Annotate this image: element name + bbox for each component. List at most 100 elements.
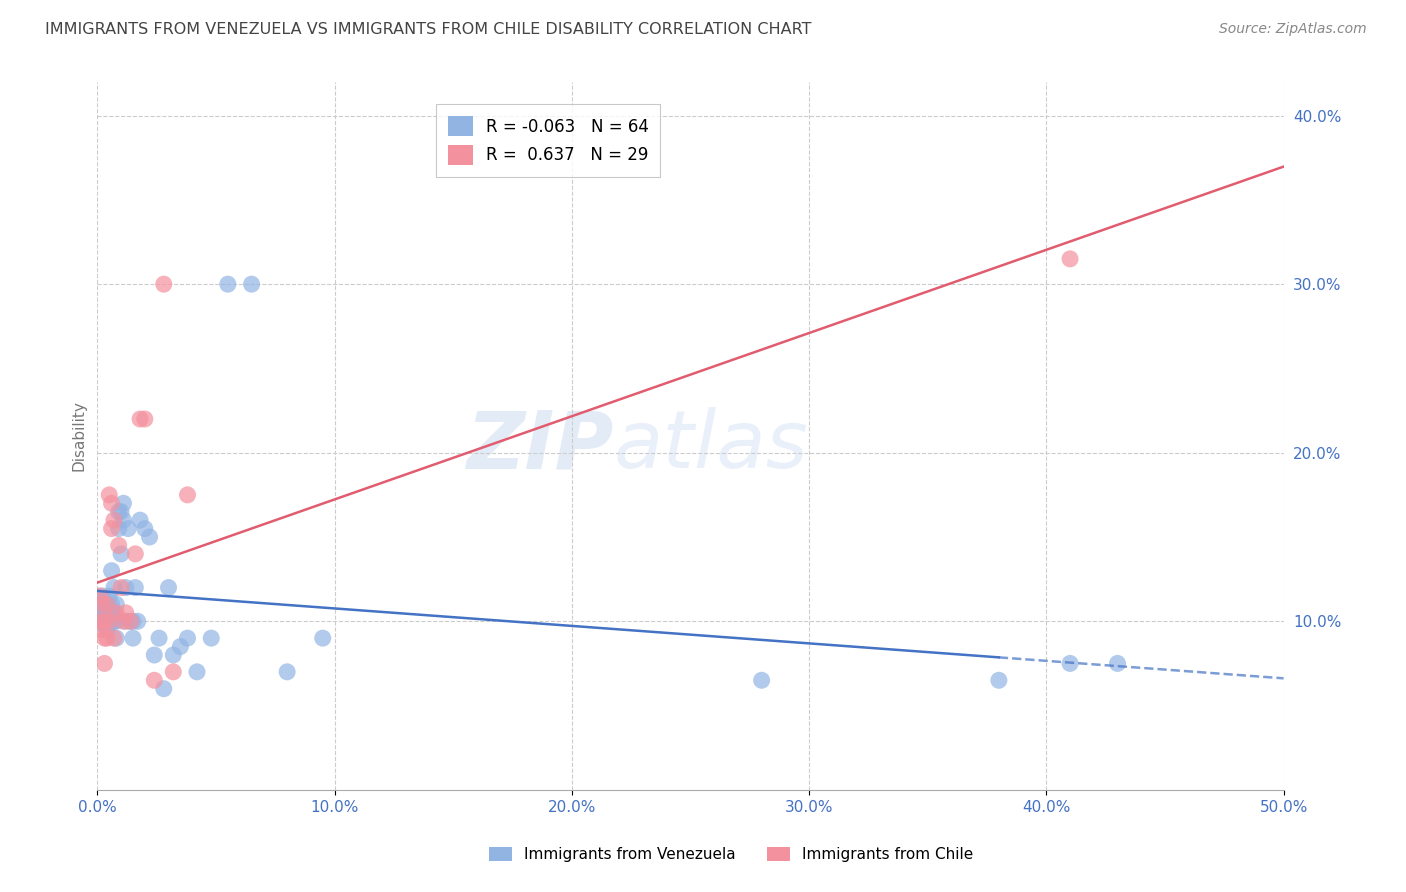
Point bbox=[169, 640, 191, 654]
Point bbox=[107, 522, 129, 536]
Point bbox=[134, 412, 156, 426]
Point bbox=[112, 513, 135, 527]
Point bbox=[217, 277, 239, 292]
Point bbox=[105, 631, 128, 645]
Point bbox=[100, 496, 122, 510]
Point bbox=[276, 665, 298, 679]
Point bbox=[91, 598, 114, 612]
Point bbox=[122, 631, 145, 645]
Point bbox=[93, 631, 115, 645]
Text: IMMIGRANTS FROM VENEZUELA VS IMMIGRANTS FROM CHILE DISABILITY CORRELATION CHART: IMMIGRANTS FROM VENEZUELA VS IMMIGRANTS … bbox=[45, 22, 811, 37]
Point bbox=[93, 615, 115, 629]
Point bbox=[162, 665, 184, 679]
Point bbox=[112, 615, 135, 629]
Point bbox=[100, 564, 122, 578]
Point bbox=[134, 522, 156, 536]
Point bbox=[114, 615, 136, 629]
Point bbox=[162, 648, 184, 662]
Point bbox=[98, 615, 121, 629]
Legend: R = -0.063   N = 64, R =  0.637   N = 29: R = -0.063 N = 64, R = 0.637 N = 29 bbox=[436, 104, 661, 177]
Point bbox=[240, 277, 263, 292]
Text: Source: ZipAtlas.com: Source: ZipAtlas.com bbox=[1219, 22, 1367, 37]
Point bbox=[93, 606, 115, 620]
Point bbox=[1107, 657, 1129, 671]
Point bbox=[103, 581, 125, 595]
Point bbox=[107, 505, 129, 519]
Point bbox=[110, 581, 132, 595]
Point bbox=[157, 581, 180, 595]
Point bbox=[93, 617, 115, 632]
Point bbox=[103, 513, 125, 527]
Point bbox=[91, 615, 114, 629]
Point bbox=[107, 538, 129, 552]
Point bbox=[98, 589, 121, 603]
Point bbox=[1059, 657, 1081, 671]
Point bbox=[143, 673, 166, 688]
Point bbox=[200, 631, 222, 645]
Point bbox=[96, 615, 118, 629]
Point bbox=[120, 615, 142, 629]
Point bbox=[176, 488, 198, 502]
Point bbox=[124, 581, 146, 595]
Point bbox=[89, 598, 111, 612]
Point bbox=[93, 600, 115, 615]
Point bbox=[89, 600, 111, 615]
Point bbox=[122, 615, 145, 629]
Point bbox=[105, 606, 128, 620]
Point bbox=[112, 496, 135, 510]
Point bbox=[91, 623, 114, 637]
Point bbox=[987, 673, 1010, 688]
Point bbox=[127, 615, 149, 629]
Point bbox=[110, 505, 132, 519]
Point bbox=[89, 589, 111, 603]
Point bbox=[89, 615, 111, 629]
Point bbox=[124, 547, 146, 561]
Point bbox=[100, 522, 122, 536]
Point bbox=[312, 631, 335, 645]
Point bbox=[93, 594, 115, 608]
Point bbox=[96, 623, 118, 637]
Point bbox=[100, 598, 122, 612]
Point bbox=[91, 589, 114, 603]
Point bbox=[114, 581, 136, 595]
Point bbox=[103, 631, 125, 645]
Point bbox=[129, 412, 152, 426]
Point bbox=[114, 606, 136, 620]
Y-axis label: Disability: Disability bbox=[72, 401, 86, 471]
Point bbox=[98, 617, 121, 632]
Point bbox=[98, 600, 121, 615]
Point bbox=[152, 277, 174, 292]
Legend: Immigrants from Venezuela, Immigrants from Chile: Immigrants from Venezuela, Immigrants fr… bbox=[484, 841, 979, 868]
Point bbox=[176, 631, 198, 645]
Point bbox=[148, 631, 170, 645]
Point bbox=[186, 665, 208, 679]
Point bbox=[103, 615, 125, 629]
Point bbox=[143, 648, 166, 662]
Point bbox=[98, 615, 121, 629]
Text: ZIP: ZIP bbox=[465, 408, 613, 485]
Point bbox=[110, 547, 132, 561]
Point bbox=[100, 615, 122, 629]
Point bbox=[100, 606, 122, 620]
Point bbox=[105, 615, 128, 629]
Point bbox=[96, 631, 118, 645]
Point bbox=[98, 488, 121, 502]
Point bbox=[89, 591, 111, 605]
Text: atlas: atlas bbox=[613, 408, 808, 485]
Point bbox=[129, 513, 152, 527]
Point bbox=[93, 657, 115, 671]
Point bbox=[91, 606, 114, 620]
Point bbox=[93, 615, 115, 629]
Point bbox=[96, 598, 118, 612]
Point bbox=[91, 598, 114, 612]
Point bbox=[96, 606, 118, 620]
Point bbox=[96, 598, 118, 612]
Point bbox=[152, 681, 174, 696]
Point bbox=[751, 673, 773, 688]
Point bbox=[138, 530, 160, 544]
Point bbox=[117, 522, 139, 536]
Point bbox=[105, 598, 128, 612]
Point bbox=[120, 615, 142, 629]
Point bbox=[103, 606, 125, 620]
Point bbox=[1059, 252, 1081, 266]
